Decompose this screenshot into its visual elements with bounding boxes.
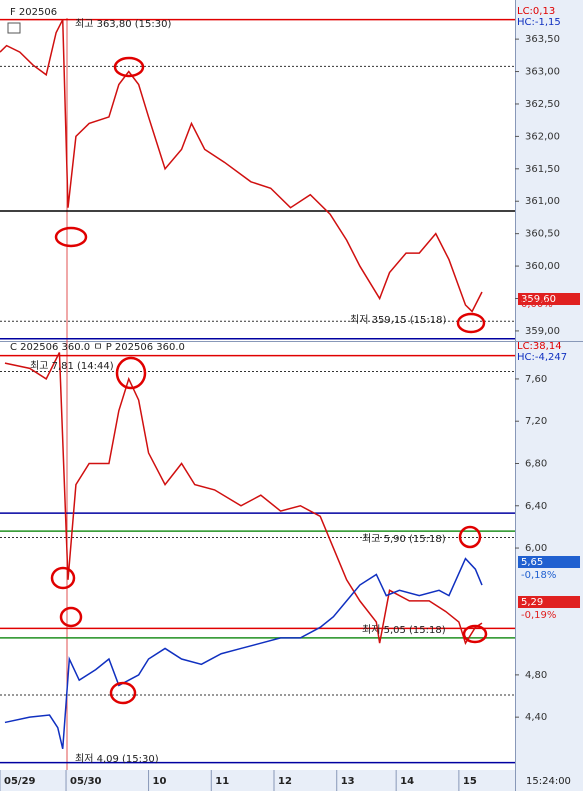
value-text: -0,18% — [521, 570, 556, 581]
y-tick-label: 361,50 — [525, 164, 560, 175]
value-text: 0,00% — [521, 299, 553, 310]
circle — [59, 606, 83, 628]
y-tick-label: 361,00 — [525, 196, 560, 207]
y-tick-label: 7,60 — [525, 374, 547, 385]
y-tick-label: 363,50 — [525, 34, 560, 45]
y-tick-label: 6,40 — [525, 501, 547, 512]
value-text: -0,19% — [521, 610, 556, 621]
price-line — [0, 19, 483, 313]
circle — [456, 312, 486, 334]
y-tick-label: 4,80 — [525, 670, 547, 681]
annotation: 최저 5,05 (15:18) — [362, 624, 446, 636]
time-label: 15:24:00 — [526, 776, 571, 787]
annotation: 최고 363,80 (15:30) — [75, 18, 171, 30]
y-tick-label: 6,80 — [525, 458, 547, 469]
price-line — [4, 557, 483, 750]
x-tick-label: 05/30 — [70, 776, 102, 787]
x-tick-label: 15 — [463, 776, 477, 787]
price-line — [4, 352, 483, 645]
x-tick-label: 11 — [215, 776, 229, 787]
panel-header: C 202506 360.0 ㅁ P 202506 360.0 — [10, 342, 185, 353]
y-tick-label: 360,50 — [525, 229, 560, 240]
annotation: 최고 7,81 (14:44) — [30, 360, 114, 372]
corner-label: LC:38,14 — [517, 341, 562, 352]
circle — [54, 226, 88, 248]
right-axis-bg — [515, 0, 583, 791]
circle — [115, 356, 147, 390]
y-tick-label: 359,00 — [525, 326, 560, 337]
plot-layer: 363,50 363,00 362,50 362,00 361,50 361,00 360,… — [0, 6, 580, 791]
annotation: 최저 359,15 (15:18) — [350, 314, 446, 326]
circle-marks — [50, 56, 488, 705]
circle — [462, 624, 488, 644]
corner-label: HC:-4,247 — [517, 352, 567, 363]
y-tick-label: 363,00 — [525, 67, 560, 78]
circle — [113, 56, 145, 78]
icon-box[interactable] — [7, 22, 21, 34]
value-box-label: 5,29 — [521, 597, 543, 608]
y-tick-label: 360,00 — [525, 261, 560, 272]
x-tick-label: 13 — [341, 776, 355, 787]
value-box-label: 359,60 — [521, 294, 556, 305]
y-tick-label: 6,00 — [525, 543, 547, 554]
circle — [458, 525, 482, 549]
circle — [50, 566, 76, 590]
x-tick-label: 14 — [400, 776, 414, 787]
value-box — [518, 596, 580, 608]
value-box — [518, 293, 580, 305]
value-box-label: 5,65 — [521, 557, 543, 568]
y-tick-label: 7,20 — [525, 416, 547, 427]
annotation: 최고 5,90 (15:18) — [362, 533, 446, 545]
panel-header: F 202506 — [10, 7, 57, 18]
y-tick-label: 362,00 — [525, 131, 560, 142]
time-axis-bg — [0, 770, 583, 791]
corner-label: LC:0,13 — [517, 6, 555, 17]
y-tick-label: 4,40 — [525, 712, 547, 723]
corner-label: HC:-1,15 — [517, 17, 561, 28]
x-tick-label: 10 — [153, 776, 167, 787]
y-tick-label: 362,50 — [525, 99, 560, 110]
x-tick-label: 05/29 — [4, 776, 36, 787]
value-box — [518, 556, 580, 568]
x-tick-label: 12 — [278, 776, 292, 787]
annotation: 최저 4,09 (15:30) — [75, 753, 159, 765]
circle — [109, 681, 137, 705]
